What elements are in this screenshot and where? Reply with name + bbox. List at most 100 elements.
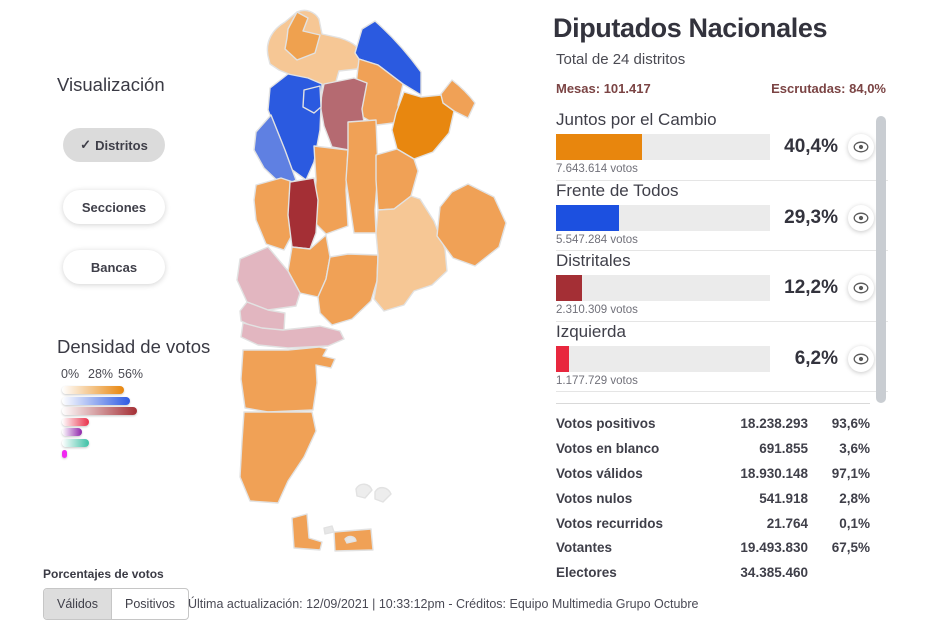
stat-pct: 93,6% [831, 415, 870, 431]
density-legend [62, 386, 137, 460]
tab-positivos[interactable]: Positivos [125, 597, 176, 611]
visualization-title: Visualización [57, 74, 165, 95]
party-votes: 2.310.309 votos [556, 304, 638, 316]
province-caba-inset[interactable] [436, 183, 507, 267]
province-rio-negro[interactable] [240, 322, 345, 349]
province-misiones[interactable] [440, 79, 476, 119]
percentages-label: Porcentajes de votos [43, 567, 164, 581]
stat-value: 18.238.293 [740, 415, 808, 431]
party-percent: 6,2% [794, 347, 838, 369]
stat-value: 541.918 [759, 490, 808, 506]
province-corrientes[interactable] [391, 91, 455, 160]
density-title: Densidad de votos [57, 336, 211, 357]
stat-label: Votos positivos [556, 415, 656, 431]
stat-pct: 2,8% [839, 490, 870, 506]
mesas-count: Mesas: 101.417 [556, 81, 651, 96]
stat-pct: 3,6% [839, 440, 870, 456]
province-tucuman[interactable] [302, 85, 322, 114]
mesas-row: Mesas: 101.417 Escrutadas: 84,0% [556, 81, 886, 96]
province-islote-sur-1[interactable] [323, 525, 335, 535]
results-scrollbar[interactable] [876, 116, 886, 403]
stat-value: 691.855 [759, 440, 808, 456]
party-name: Izquierda [556, 321, 626, 341]
party-bar-track [556, 134, 770, 160]
view-button-label: Distritos [95, 137, 148, 153]
check-icon: ✓ [80, 137, 92, 152]
party-name: Frente de Todos [556, 180, 679, 200]
party-row-frente: Frente de Todos 29,3% 5.547.284 votos [556, 180, 888, 251]
province-chubut[interactable] [240, 346, 336, 413]
party-percent: 40,4% [784, 136, 838, 157]
party-row-juntos: Juntos por el Cambio 40,4% 7.643.614 vot… [556, 110, 888, 181]
table-row: Votos válidos 18.930.148 97,1% [556, 461, 870, 486]
page-subtitle: Total de 24 distritos [556, 51, 686, 68]
stat-label: Votos en blanco [556, 440, 660, 456]
density-tick-56: 56% [118, 367, 144, 381]
table-row: Votos en blanco 691.855 3,6% [556, 436, 870, 461]
party-name: Distritales [556, 251, 631, 270]
party-bar-fill [556, 275, 583, 301]
stat-label: Votos válidos [556, 465, 643, 481]
view-button-secciones[interactable]: Secciones [63, 190, 165, 224]
province-santa-cruz[interactable] [239, 411, 317, 504]
eye-icon [853, 282, 869, 294]
province-jujuy[interactable] [284, 11, 321, 61]
party-bar-track [556, 345, 770, 372]
percent-mode-switch: Válidos Positivos [43, 588, 190, 620]
party-name: Juntos por el Cambio [556, 110, 717, 129]
view-button-distritos[interactable]: ✓ Distritos [63, 128, 165, 162]
vote-stats-table: Votos positivos 18.238.293 93,6% Votos e… [556, 403, 870, 585]
visibility-toggle[interactable] [848, 345, 874, 372]
view-button-label: Bancas [90, 259, 138, 275]
density-bar-teal [62, 438, 89, 447]
province-tierra-del-fuego-oeste[interactable] [291, 513, 323, 551]
province-santa-fe[interactable] [345, 119, 379, 234]
tab-validos[interactable]: Válidos [44, 589, 112, 619]
province-mendoza[interactable] [236, 246, 301, 311]
density-tick-0: 0% [61, 367, 80, 381]
stat-label: Electores [556, 565, 617, 581]
province-buenos-aires[interactable] [373, 195, 448, 312]
stat-label: Votos recurridos [556, 515, 664, 531]
province-malvinas-este[interactable] [374, 487, 392, 503]
stat-label: Votos nulos [556, 490, 633, 506]
density-scale: 0% 28% 56% [0, 367, 220, 381]
density-tick-28: 28% [88, 367, 114, 381]
density-bar-purple [62, 428, 82, 437]
province-malvinas-oeste[interactable] [355, 483, 373, 499]
stat-value: 34.385.460 [740, 565, 808, 581]
stat-pct: 67,5% [831, 540, 870, 556]
party-row-distritales: Distritales 12,2% 2.310.309 votos [556, 251, 888, 322]
argentina-map[interactable] [228, 8, 520, 565]
stat-value: 21.764 [766, 515, 808, 531]
party-bar-track [556, 204, 770, 231]
province-neuquen[interactable] [239, 301, 286, 332]
party-bar-track [556, 275, 770, 301]
party-votes: 1.177.729 votos [556, 374, 638, 387]
party-bar-fill [556, 204, 619, 231]
density-bar-juntos [62, 386, 124, 394]
view-button-bancas[interactable]: Bancas [63, 250, 165, 284]
stat-pct: 0,1% [839, 515, 870, 531]
density-bar-frente [62, 396, 130, 405]
visibility-toggle[interactable] [848, 275, 874, 301]
density-bar-izquierda [62, 417, 89, 426]
party-results-list: Juntos por el Cambio 40,4% 7.643.614 vot… [556, 110, 888, 392]
party-percent: 12,2% [784, 277, 838, 298]
eye-icon [853, 141, 869, 153]
escrutadas-pct: Escrutadas: 84,0% [771, 81, 886, 96]
party-bar-fill [556, 345, 570, 372]
party-votes: 5.547.284 votos [556, 233, 638, 246]
visibility-toggle[interactable] [848, 134, 874, 160]
province-cordoba-oeste[interactable] [287, 177, 319, 250]
province-islote-sur-2[interactable] [344, 535, 357, 544]
stat-value: 18.930.148 [740, 465, 808, 481]
stat-value: 19.493.830 [740, 540, 808, 556]
visibility-toggle[interactable] [848, 204, 874, 231]
table-row: Votos nulos 541.918 2,8% [556, 486, 870, 511]
province-cordoba[interactable] [312, 145, 349, 235]
last-update-text: Última actualización: 12/09/2021 | 10:33… [188, 597, 699, 611]
province-san-juan[interactable] [253, 177, 294, 251]
table-row: Votantes 19.493.830 67,5% [556, 535, 870, 560]
